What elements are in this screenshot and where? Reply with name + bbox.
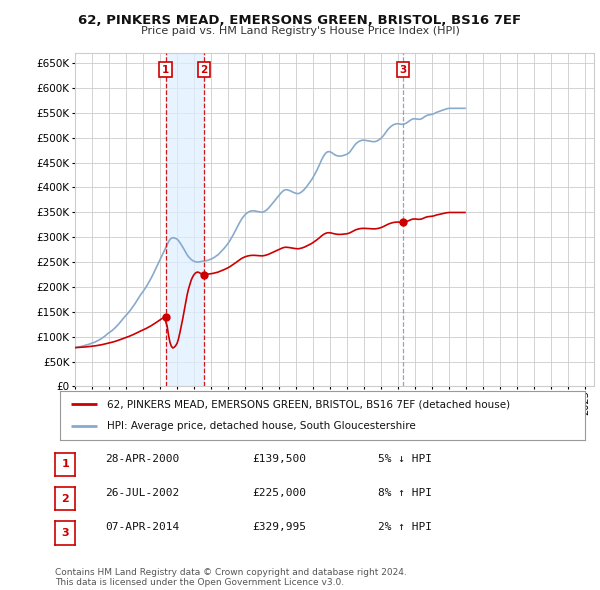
Text: 1: 1: [162, 65, 169, 75]
Text: 62, PINKERS MEAD, EMERSONS GREEN, BRISTOL, BS16 7EF: 62, PINKERS MEAD, EMERSONS GREEN, BRISTO…: [79, 14, 521, 27]
Text: Contains HM Land Registry data © Crown copyright and database right 2024.
This d: Contains HM Land Registry data © Crown c…: [55, 568, 407, 587]
Text: £225,000: £225,000: [252, 489, 306, 498]
Text: 62, PINKERS MEAD, EMERSONS GREEN, BRISTOL, BS16 7EF (detached house): 62, PINKERS MEAD, EMERSONS GREEN, BRISTO…: [107, 399, 511, 409]
Text: 2% ↑ HPI: 2% ↑ HPI: [378, 523, 432, 532]
Text: 07-APR-2014: 07-APR-2014: [105, 523, 179, 532]
Text: 3: 3: [399, 65, 407, 75]
Text: 1: 1: [61, 460, 69, 469]
Text: 2: 2: [61, 494, 69, 503]
Text: 3: 3: [61, 528, 69, 537]
Text: Price paid vs. HM Land Registry's House Price Index (HPI): Price paid vs. HM Land Registry's House …: [140, 26, 460, 36]
Text: 2: 2: [200, 65, 208, 75]
Text: 5% ↓ HPI: 5% ↓ HPI: [378, 454, 432, 464]
Text: £329,995: £329,995: [252, 523, 306, 532]
Text: 26-JUL-2002: 26-JUL-2002: [105, 489, 179, 498]
Text: HPI: Average price, detached house, South Gloucestershire: HPI: Average price, detached house, Sout…: [107, 421, 416, 431]
Text: £139,500: £139,500: [252, 454, 306, 464]
Text: 28-APR-2000: 28-APR-2000: [105, 454, 179, 464]
Text: 8% ↑ HPI: 8% ↑ HPI: [378, 489, 432, 498]
Bar: [166, 53, 204, 386]
